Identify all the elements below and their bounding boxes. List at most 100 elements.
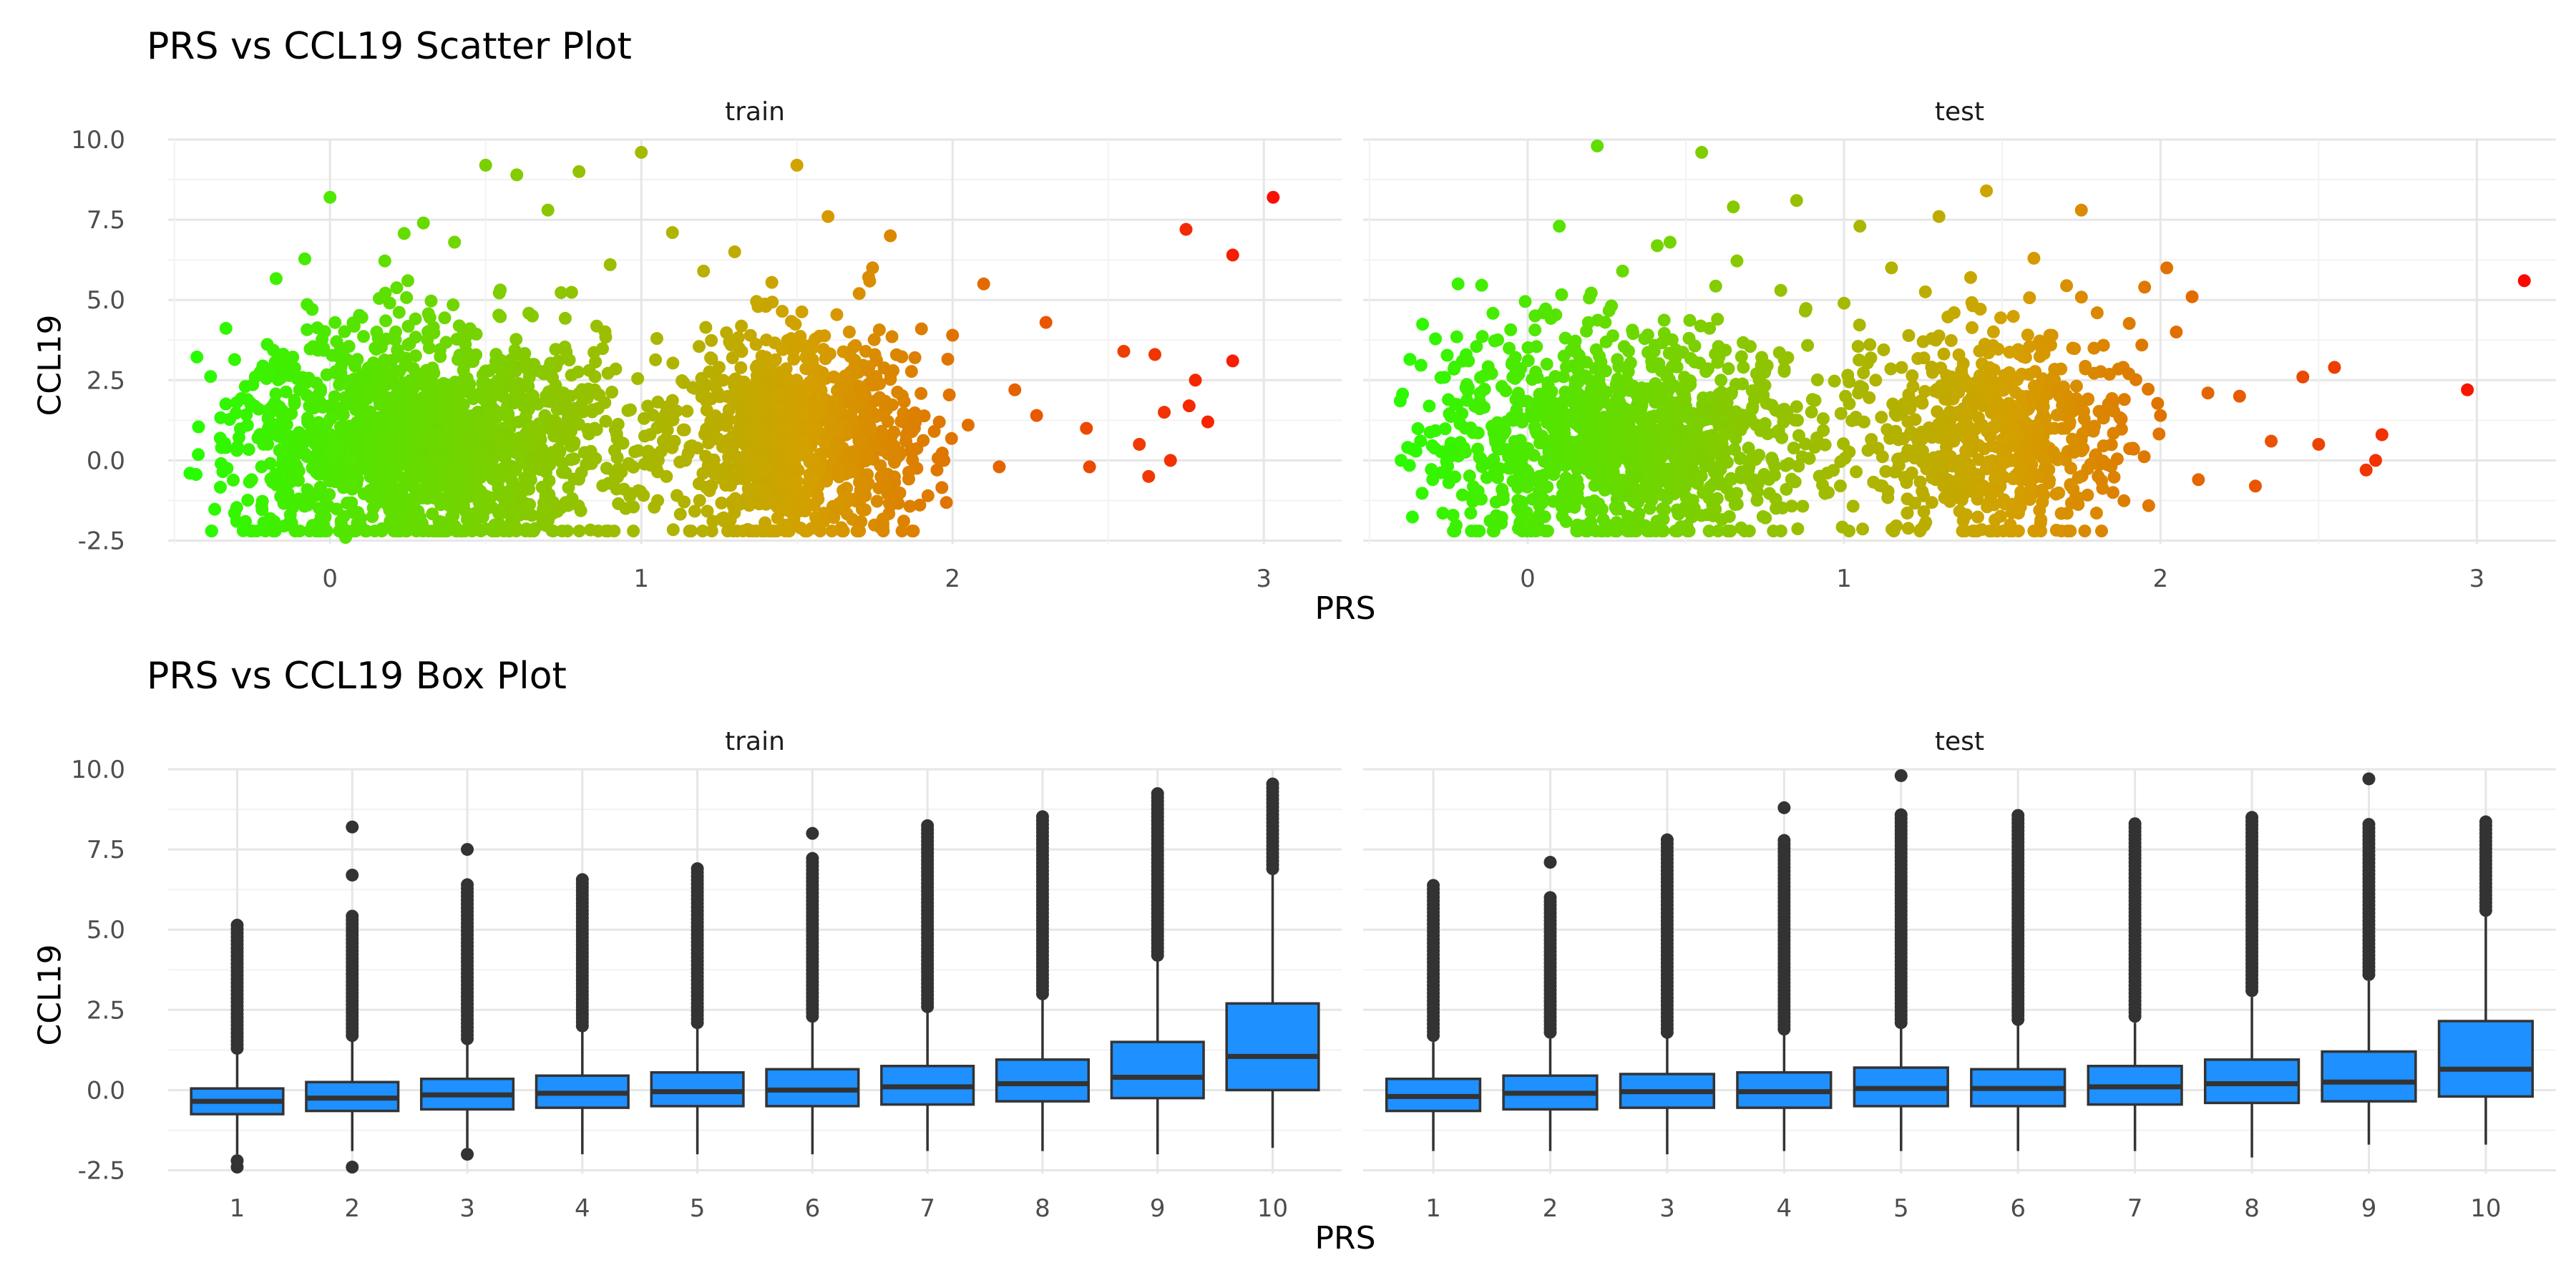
scatter-point bbox=[1730, 487, 1744, 500]
scatter-point bbox=[849, 338, 862, 352]
scatter-point bbox=[760, 414, 774, 427]
scatter-point bbox=[1588, 479, 1601, 492]
scatter-point bbox=[774, 366, 787, 379]
scatter-point bbox=[895, 389, 909, 403]
scatter-point bbox=[379, 314, 393, 328]
scatter-point bbox=[1616, 264, 1629, 278]
scatter-point bbox=[559, 496, 572, 509]
scatter-point bbox=[1599, 364, 1612, 378]
scatter-point bbox=[637, 489, 650, 502]
scatter-point bbox=[1267, 190, 1280, 204]
scatter-point bbox=[1505, 411, 1518, 424]
scatter-point bbox=[887, 426, 901, 439]
scatter-point bbox=[1509, 393, 1523, 406]
scatter-point bbox=[416, 216, 430, 230]
scatter-point bbox=[1852, 386, 1865, 400]
scatter-point bbox=[2066, 432, 2079, 446]
scatter-point bbox=[1695, 145, 1709, 159]
scatter-point bbox=[1411, 422, 1425, 436]
scatter-point bbox=[1750, 494, 1764, 507]
scatter-point bbox=[370, 326, 384, 339]
scatter-point bbox=[791, 504, 805, 518]
scatter-point bbox=[921, 489, 935, 502]
scatter-point bbox=[261, 421, 275, 435]
scatter-point bbox=[336, 408, 350, 421]
scatter-point bbox=[1182, 399, 1196, 413]
scatter-point bbox=[1968, 423, 1982, 436]
scatter-point bbox=[415, 491, 429, 504]
scatter-point bbox=[804, 424, 818, 437]
scatter-point bbox=[1932, 210, 1946, 223]
scatter-point bbox=[1626, 327, 1640, 341]
scatter-point bbox=[1521, 394, 1534, 408]
scatter-point bbox=[523, 525, 537, 538]
scatter-point bbox=[776, 503, 790, 517]
scatter-point bbox=[769, 439, 783, 452]
scatter-point bbox=[2101, 401, 2114, 415]
scatter-point bbox=[799, 351, 813, 364]
scatter-point bbox=[2090, 306, 2104, 320]
scatter-point bbox=[2027, 251, 2041, 265]
scatter-point bbox=[2059, 421, 2072, 435]
scatter-point bbox=[1473, 386, 1487, 400]
scatter-point bbox=[1466, 426, 1480, 439]
scatter-point bbox=[330, 442, 343, 456]
scatter-point bbox=[459, 326, 472, 339]
scatter-point bbox=[228, 507, 241, 520]
scatter-point bbox=[494, 310, 507, 323]
scatter-point bbox=[704, 351, 718, 365]
scatter-point bbox=[855, 502, 869, 516]
scatter-point bbox=[2097, 439, 2110, 453]
scatter-point bbox=[1892, 433, 1906, 447]
scatter-point bbox=[2016, 458, 2030, 472]
scatter-point bbox=[288, 397, 301, 411]
scatter-point bbox=[357, 330, 371, 343]
scatter-point bbox=[812, 377, 826, 391]
scatter-point bbox=[1560, 361, 1574, 374]
x-tick-label: 3 bbox=[1256, 565, 1272, 593]
scatter-point bbox=[1030, 409, 1043, 422]
scatter-point bbox=[503, 492, 517, 506]
y-tick-label: 10.0 bbox=[71, 126, 125, 155]
scatter-point bbox=[426, 361, 439, 375]
scatter-point bbox=[823, 347, 836, 361]
scatter-point bbox=[447, 508, 460, 522]
scatter-point bbox=[712, 361, 726, 374]
scatter-point bbox=[1661, 462, 1674, 476]
scatter-point bbox=[884, 499, 897, 512]
scatter-point bbox=[1540, 396, 1553, 410]
scatter-point bbox=[1641, 525, 1654, 538]
scatter-point bbox=[868, 376, 882, 390]
scatter-point bbox=[1901, 415, 1915, 429]
scatter-point bbox=[1788, 475, 1802, 489]
scatter-point bbox=[1583, 439, 1596, 452]
scatter-point bbox=[383, 296, 396, 310]
scatter-point bbox=[1875, 450, 1889, 464]
scatter-point bbox=[344, 477, 358, 490]
scatter-point bbox=[605, 386, 619, 399]
scatter-point bbox=[250, 525, 263, 538]
scatter-point bbox=[230, 444, 244, 457]
scatter-point bbox=[945, 431, 958, 445]
scatter-point bbox=[1722, 362, 1735, 376]
scatter-point bbox=[670, 489, 684, 502]
scatter-point bbox=[650, 332, 663, 346]
scatter-point bbox=[1885, 261, 1898, 275]
scatter-point bbox=[2375, 428, 2389, 441]
scatter-point bbox=[1651, 239, 1664, 253]
scatter-point bbox=[261, 437, 275, 451]
scatter-point bbox=[1735, 350, 1748, 364]
scatter-point bbox=[2192, 473, 2205, 487]
scatter-point bbox=[759, 373, 773, 386]
scatter-point bbox=[846, 448, 859, 462]
scatter-point bbox=[2043, 421, 2057, 435]
scatter-point bbox=[384, 353, 398, 367]
scatter-point bbox=[567, 438, 580, 452]
scatter-point bbox=[715, 496, 728, 509]
scatter-point bbox=[2072, 498, 2085, 512]
scatter-point bbox=[321, 499, 335, 513]
scatter-point bbox=[555, 286, 568, 299]
scatter-point bbox=[408, 419, 421, 432]
scatter-point bbox=[386, 479, 399, 493]
scatter-point bbox=[1628, 449, 1641, 462]
